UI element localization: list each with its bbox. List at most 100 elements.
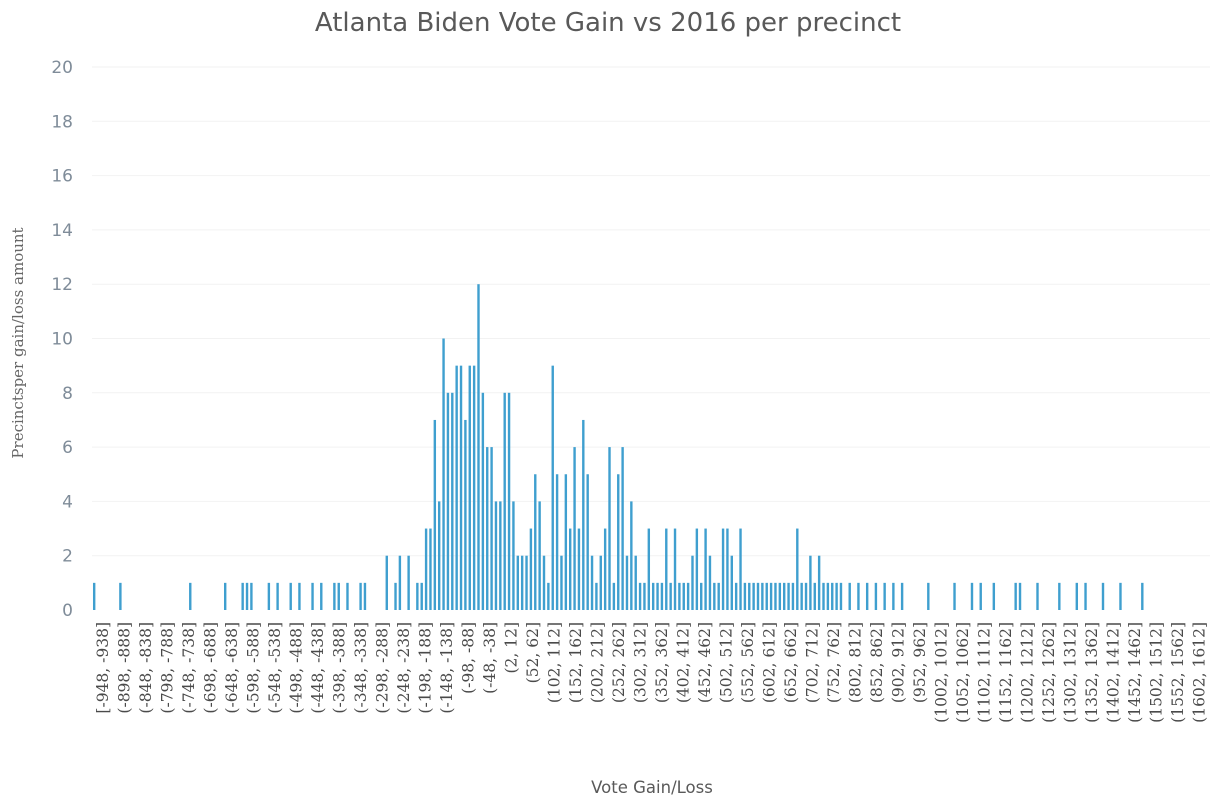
x-tick-label: (902, 912] [889, 622, 907, 703]
histogram-bar [595, 582, 598, 610]
x-tick-label: (-398, -388] [330, 622, 348, 714]
histogram-bar [1075, 582, 1079, 610]
x-tick-label: (402, 412] [674, 622, 692, 703]
histogram-bar [700, 582, 703, 610]
histogram-bar [730, 555, 733, 610]
histogram-bar [822, 582, 825, 610]
histogram-bar [761, 582, 764, 610]
histogram-bar [791, 582, 795, 610]
histogram-bar [437, 501, 441, 610]
histogram-bar [442, 338, 445, 610]
x-tick-label: (552, 562] [739, 622, 757, 703]
x-tick-label: (-898, -888] [115, 622, 133, 714]
histogram-bar [320, 582, 323, 610]
x-axis-ticks: [-948, -938] (-898, -888] (-848, -838] (-79… [94, 622, 1209, 723]
x-tick-label: (1302, 1312] [1061, 622, 1079, 723]
x-axis-label: Vote Gain/Loss [591, 778, 713, 797]
y-axis-label: Precinctsper gain/loss amount [9, 227, 27, 458]
histogram-bar [289, 582, 292, 610]
histogram-bar [542, 555, 546, 610]
histogram-bar [826, 582, 830, 610]
histogram-bar [267, 582, 271, 610]
histogram-bar [848, 582, 851, 610]
x-tick-label: (-798, -788] [158, 622, 176, 714]
y-tick-label: 4 [62, 492, 73, 512]
x-tick-label: (-148, -138] [438, 622, 456, 714]
x-tick-label: (952, 962] [911, 622, 929, 703]
histogram-bar [346, 582, 349, 610]
x-tick-label: (-698, -688] [201, 622, 219, 714]
histogram-bar [638, 582, 642, 610]
histogram-bar [695, 528, 699, 610]
histogram-bar [1058, 582, 1061, 610]
histogram-bar [451, 392, 454, 610]
histogram-bar [512, 501, 515, 610]
x-tick-label: (-848, -838] [137, 622, 155, 714]
histogram-bar [673, 528, 677, 610]
histogram-bar [534, 474, 537, 610]
histogram-bar [970, 582, 974, 610]
gridlines [92, 66, 1210, 557]
histogram-bar [651, 582, 655, 610]
histogram-bar [564, 474, 568, 610]
x-tick-label: (-548, -538] [266, 622, 284, 714]
histogram-bar [333, 582, 336, 610]
histogram-bar [311, 582, 314, 610]
histogram-bar [992, 582, 996, 610]
x-tick-label: (452, 462] [696, 622, 714, 703]
y-axis-ticks: 0 2 4 6 8 10 12 14 16 18 20 [51, 58, 73, 621]
histogram-bar [603, 528, 607, 610]
histogram-bar [446, 392, 450, 610]
histogram-bar [813, 582, 816, 610]
x-tick-label: (652, 662] [782, 622, 800, 703]
x-tick-label: (152, 162] [567, 622, 585, 703]
histogram-bar [582, 419, 585, 610]
histogram-bar [276, 582, 279, 610]
histogram-bar [686, 582, 690, 610]
y-tick-label: 2 [62, 547, 73, 567]
x-tick-label: (52, 62] [524, 622, 542, 683]
histogram-bar [420, 582, 423, 610]
histogram-bar [883, 582, 886, 610]
histogram-bar [464, 419, 467, 610]
x-tick-label: (1502, 1512] [1147, 622, 1165, 723]
histogram-bar [590, 555, 594, 610]
histogram-bar [429, 528, 432, 610]
x-tick-label: (-748, -738] [180, 622, 198, 714]
histogram-bar [665, 528, 668, 610]
histogram-bar [529, 528, 533, 610]
histogram-bar [953, 582, 956, 610]
histogram-bar [817, 555, 821, 610]
histogram-bar [1084, 582, 1087, 610]
x-tick-label: (502, 512] [717, 622, 735, 703]
histogram-bar [337, 582, 340, 610]
histogram-bar [499, 501, 502, 610]
x-tick-label: (1552, 1562] [1169, 622, 1187, 723]
histogram-bar [92, 582, 96, 610]
histogram-bar [865, 582, 869, 610]
histogram-bar [486, 447, 489, 610]
x-tick-label: (2, 12] [502, 622, 520, 674]
histogram-bar [612, 582, 616, 610]
histogram-bar [363, 582, 367, 610]
x-tick-label: (-298, -288] [373, 622, 391, 714]
histogram-bar [119, 582, 122, 610]
histogram-bar [560, 555, 563, 610]
x-tick-label: (-348, -338] [352, 622, 370, 714]
histogram-bar [1119, 582, 1122, 610]
histogram-bar [547, 582, 550, 610]
x-tick-label: (1602, 1612] [1190, 622, 1208, 723]
x-tick-label: (-98, -88] [459, 622, 477, 694]
histogram-bar [490, 447, 493, 610]
histogram-bar [927, 582, 930, 610]
histogram-bar [586, 474, 589, 610]
histogram-bar [577, 528, 581, 610]
x-tick-label: (1352, 1362] [1083, 622, 1101, 723]
histogram-bar [538, 501, 541, 610]
histogram-bar [660, 582, 664, 610]
histogram-bar [507, 392, 511, 610]
histogram-bar [804, 582, 808, 610]
histogram-bar [900, 582, 904, 610]
histogram-bar [691, 555, 694, 610]
